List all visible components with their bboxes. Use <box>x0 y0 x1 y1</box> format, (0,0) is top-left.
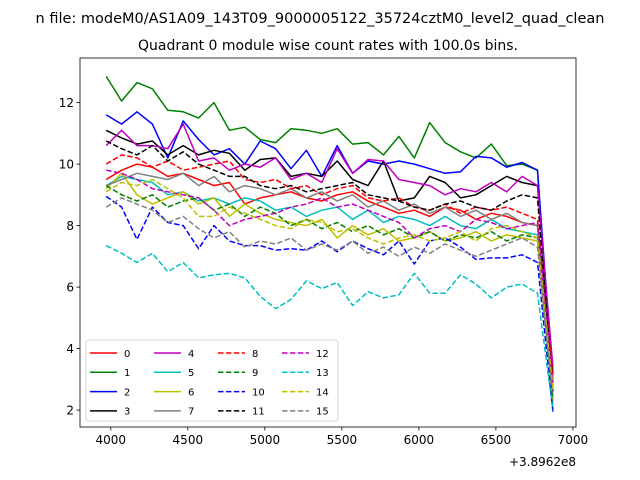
figure-suptitle: n file: modeM0/AS1A09_143T09_9000005122_… <box>36 11 605 27</box>
x-tick-label: 4000 <box>96 433 127 447</box>
legend-label-3: 3 <box>124 407 130 418</box>
x-tick-label: 5500 <box>327 433 358 447</box>
legend-label-1: 1 <box>124 368 130 379</box>
legend-label-7: 7 <box>188 407 194 418</box>
series-line-14 <box>105 178 554 389</box>
legend-frame <box>85 339 339 422</box>
series-line-4 <box>105 123 554 368</box>
series-line-11 <box>105 140 554 392</box>
series-line-12 <box>106 169 554 386</box>
legend-label-6: 6 <box>188 387 194 398</box>
series-line-13 <box>105 244 554 411</box>
legend-label-2: 2 <box>124 387 130 398</box>
series-line-15 <box>105 197 554 401</box>
y-tick-label: 2 <box>66 403 74 417</box>
series-line-1 <box>105 76 554 411</box>
y-tick-label: 12 <box>59 96 74 110</box>
series-layer <box>105 76 554 412</box>
y-tick-label: 4 <box>66 342 74 356</box>
legend-label-4: 4 <box>188 349 194 360</box>
legend-label-13: 13 <box>316 368 329 379</box>
series-line-7 <box>105 172 554 383</box>
series-line-6 <box>105 172 554 392</box>
legend-label-14: 14 <box>316 387 329 398</box>
series-line-9 <box>105 184 554 398</box>
x-tick-label: 7000 <box>558 433 589 447</box>
y-tick-label: 8 <box>66 219 74 233</box>
x-offset-label: +3.8962e8 <box>509 455 576 469</box>
chart-title: Quadrant 0 module wise count rates with … <box>138 38 518 54</box>
y-tick-label: 6 <box>66 280 74 294</box>
legend-label-5: 5 <box>188 368 194 379</box>
legend-label-11: 11 <box>252 407 265 418</box>
x-tick-label: 4500 <box>173 433 204 447</box>
y-tick-label: 10 <box>59 157 74 171</box>
x-tick-label: 6000 <box>404 433 435 447</box>
y-axis: 2 4 6 8 10 12 <box>59 96 80 417</box>
plot-frame <box>79 57 577 428</box>
legend-label-9: 9 <box>252 368 258 379</box>
legend-label-0: 0 <box>124 349 130 360</box>
x-tick-label: 5000 <box>250 433 281 447</box>
legend-label-8: 8 <box>252 349 258 360</box>
x-tick-label: 6500 <box>481 433 512 447</box>
legend-label-12: 12 <box>316 349 329 360</box>
series-line-3 <box>105 129 554 374</box>
legend-label-15: 15 <box>316 407 329 418</box>
x-axis: 4000 4500 5000 5500 6000 6500 7000 <box>96 427 589 447</box>
legend-label-10: 10 <box>252 387 265 398</box>
